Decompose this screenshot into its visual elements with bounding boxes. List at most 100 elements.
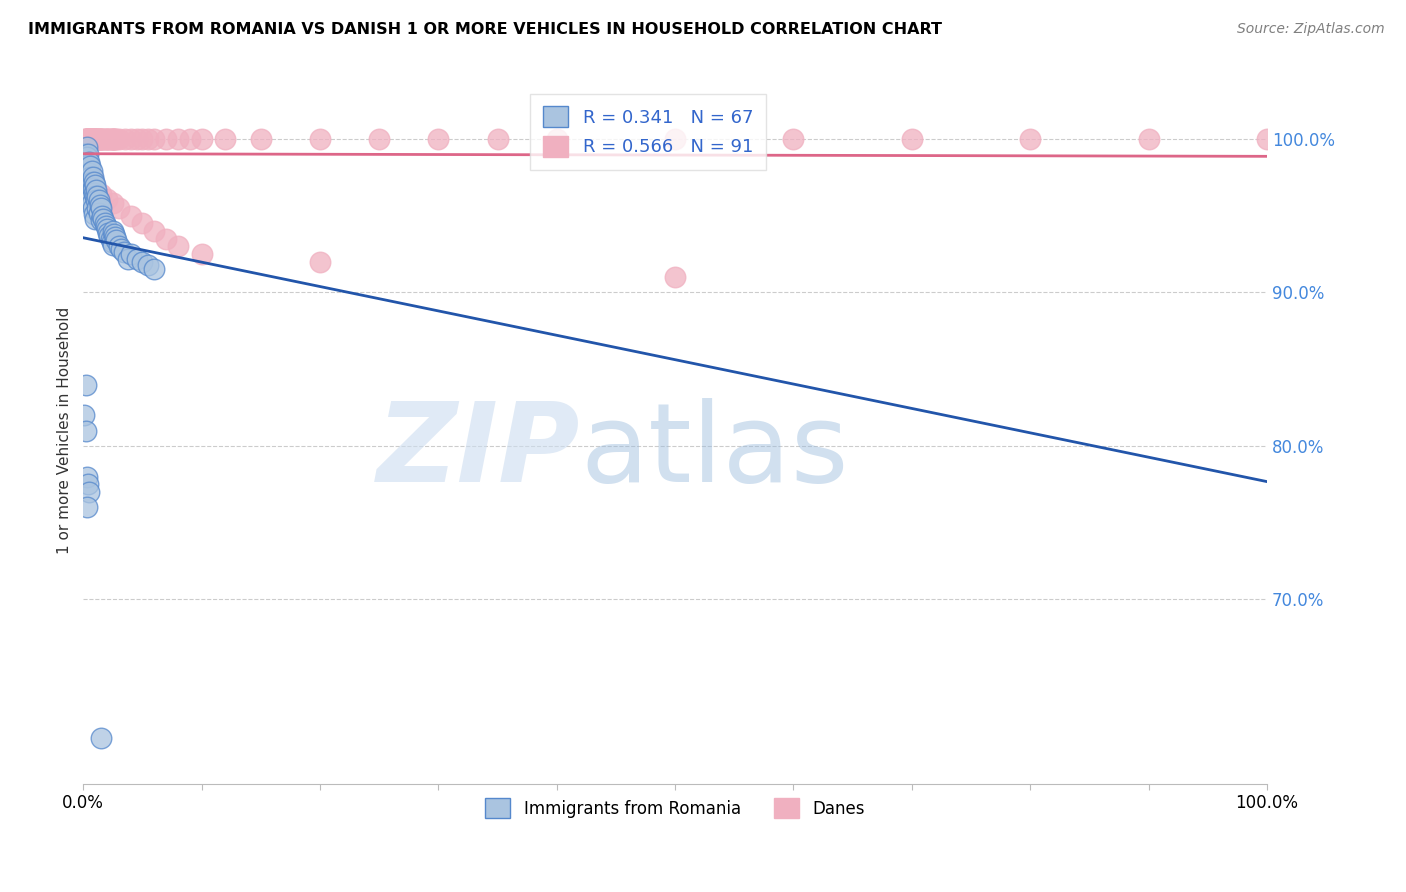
Point: [190, 132, 212, 146]
Point: [80, 132, 103, 146]
Point: [167, 132, 190, 146]
Point: [80, 169, 103, 183]
Point: [76, 150, 98, 164]
Point: [214, 132, 236, 146]
Point: [90, 213, 112, 227]
Point: [87, 132, 110, 146]
Point: [131, 254, 153, 268]
Text: IMMIGRANTS FROM ROMANIA VS DANISH 1 OR MORE VEHICLES IN HOUSEHOLD CORRELATION CH: IMMIGRANTS FROM ROMANIA VS DANISH 1 OR M…: [28, 22, 942, 37]
Point: [84, 182, 107, 196]
Point: [368, 132, 391, 146]
Point: [101, 132, 124, 146]
Point: [76, 500, 98, 515]
Point: [77, 132, 100, 146]
Point: [96, 222, 118, 236]
Point: [76, 132, 98, 146]
Point: [75, 424, 97, 438]
Point: [75, 377, 97, 392]
Point: [112, 245, 135, 260]
Point: [103, 227, 125, 241]
Point: [107, 201, 129, 215]
Point: [143, 224, 166, 238]
Point: [77, 160, 100, 174]
Point: [77, 166, 100, 180]
Point: [73, 409, 96, 423]
Point: [87, 205, 110, 219]
Point: [155, 132, 177, 146]
Point: [901, 132, 924, 146]
Point: [138, 132, 160, 146]
Point: [120, 209, 142, 223]
Point: [76, 469, 98, 483]
Point: [98, 132, 121, 146]
Point: [1137, 132, 1160, 146]
Point: [96, 192, 118, 206]
Point: [75, 154, 97, 169]
Point: [84, 182, 107, 196]
Point: [76, 150, 98, 164]
Point: [101, 132, 124, 146]
Point: [80, 132, 103, 146]
Point: [77, 132, 100, 146]
Point: [190, 247, 212, 261]
Point: [77, 186, 100, 200]
Point: [83, 132, 105, 146]
Point: [82, 173, 104, 187]
Point: [80, 175, 103, 189]
Point: [1019, 132, 1042, 146]
Point: [94, 219, 117, 234]
Point: [82, 201, 104, 215]
Point: [104, 230, 127, 244]
Point: [80, 196, 103, 211]
Text: Source: ZipAtlas.com: Source: ZipAtlas.com: [1237, 22, 1385, 37]
Point: [84, 132, 107, 146]
Point: [110, 243, 132, 257]
Point: [75, 147, 97, 161]
Point: [125, 132, 148, 146]
Point: [427, 132, 450, 146]
Point: [77, 147, 100, 161]
Point: [84, 132, 107, 146]
Point: [77, 477, 100, 491]
Point: [79, 164, 101, 178]
Point: [82, 132, 104, 146]
Point: [77, 158, 100, 172]
Point: [79, 170, 101, 185]
Point: [80, 164, 103, 178]
Point: [97, 132, 120, 146]
Point: [77, 485, 100, 500]
Point: [155, 232, 177, 246]
Text: atlas: atlas: [581, 398, 849, 505]
Point: [89, 198, 111, 212]
Point: [98, 228, 121, 243]
Point: [782, 132, 804, 146]
Point: [105, 233, 128, 247]
Point: [664, 270, 686, 285]
Point: [82, 170, 104, 185]
Point: [77, 132, 100, 146]
Point: [79, 160, 101, 174]
Point: [100, 132, 122, 146]
Point: [309, 254, 332, 268]
Point: [79, 194, 101, 208]
Point: [87, 194, 110, 208]
Point: [107, 239, 129, 253]
Point: [93, 216, 115, 230]
Point: [75, 147, 97, 161]
Point: [77, 178, 100, 192]
Point: [120, 247, 142, 261]
Point: [101, 237, 124, 252]
Point: [250, 132, 273, 146]
Point: [101, 196, 124, 211]
Point: [82, 181, 104, 195]
Legend: Immigrants from Romania, Danes: Immigrants from Romania, Danes: [478, 791, 872, 825]
Point: [84, 132, 107, 146]
Point: [93, 211, 115, 226]
Point: [76, 132, 98, 146]
Point: [91, 209, 114, 223]
Point: [138, 258, 160, 272]
Point: [125, 252, 148, 266]
Point: [75, 132, 97, 146]
Point: [105, 132, 128, 146]
Point: [100, 232, 122, 246]
